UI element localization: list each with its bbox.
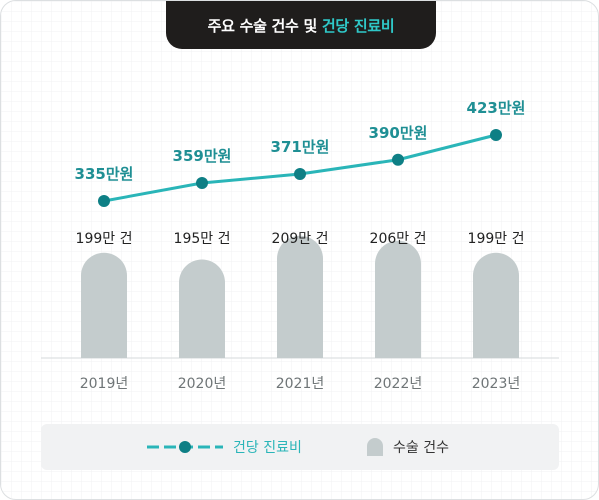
chart-title-main: 주요 수술 건수 및	[207, 16, 318, 35]
legend-line-marker-icon	[147, 441, 223, 453]
line-point	[196, 177, 208, 189]
x-tick-label: 2022년	[374, 376, 423, 392]
bar-count	[375, 240, 421, 358]
legend-bar-swatch-icon	[367, 438, 383, 456]
bar-data-label: 199만 건	[468, 231, 525, 247]
line-data-label: 390만원	[369, 124, 428, 142]
line-data-label: 359만원	[173, 147, 232, 165]
bar-count	[179, 259, 225, 358]
x-tick-label: 2023년	[472, 376, 521, 392]
bar-count	[277, 235, 323, 358]
chart-title: 주요 수술 건수 및 건당 진료비	[166, 1, 436, 49]
line-point	[392, 153, 404, 166]
bar-count	[81, 252, 127, 358]
bar-data-label: 209만 건	[272, 231, 329, 247]
legend: 건당 진료비 수술 건수	[41, 424, 559, 470]
line-data-label: 423만원	[467, 99, 526, 117]
chart-title-highlight: 건당 진료비	[321, 16, 395, 35]
bar-data-label: 206만 건	[370, 231, 427, 247]
bar-data-label: 199만 건	[76, 231, 133, 247]
legend-bar-label: 수술 건수	[393, 440, 449, 456]
line-data-label: 335만원	[75, 165, 134, 183]
x-tick-label: 2021년	[276, 376, 325, 392]
legend-line-label: 건당 진료비	[233, 440, 302, 456]
line-data-label: 371만원	[271, 138, 330, 156]
legend-item-line: 건당 진료비	[145, 424, 302, 470]
bar-data-label: 195만 건	[174, 231, 231, 247]
line-point	[98, 195, 110, 207]
line-point	[490, 129, 502, 141]
x-tick-label: 2020년	[178, 376, 227, 392]
bar-count	[473, 252, 519, 358]
line-point	[294, 168, 306, 180]
legend-item-bar: 수술 건수	[367, 424, 449, 470]
x-tick-label: 2019년	[80, 376, 129, 392]
